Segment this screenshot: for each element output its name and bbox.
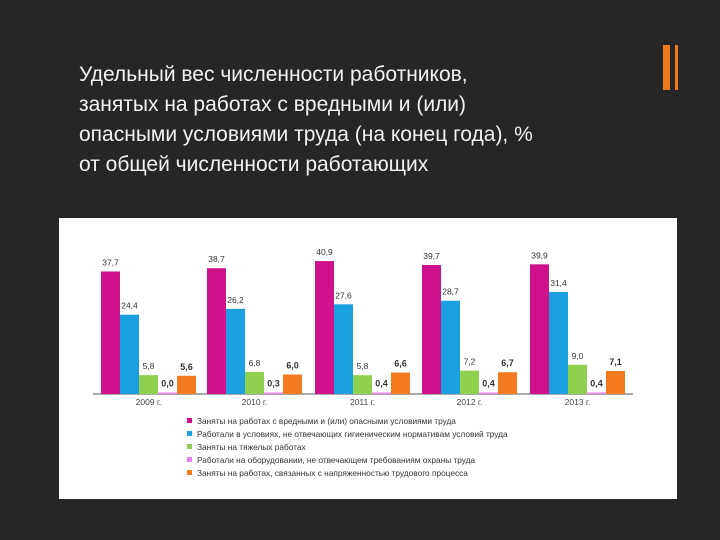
data-label-s2-3: 28,7 bbox=[442, 287, 459, 297]
category-label-2: 2011 г. bbox=[350, 397, 375, 407]
legend-label-4: Работали на оборудовании, не отвечающем … bbox=[197, 455, 476, 465]
bar-s2-2 bbox=[334, 304, 353, 394]
data-label-s5-0: 5,6 bbox=[180, 362, 193, 372]
legend-swatch-1 bbox=[187, 418, 192, 423]
bar-s2-3 bbox=[441, 300, 460, 394]
data-label-s1-0: 37,7 bbox=[102, 257, 119, 267]
bar-s5-3 bbox=[498, 372, 517, 394]
data-label-s5-2: 6,6 bbox=[394, 359, 407, 369]
bar-s5-4 bbox=[606, 370, 625, 394]
legend-label-5: Заняты на работах, связанных с напряженн… bbox=[197, 468, 468, 478]
legend-label-2: Работали в условиях, не отвечающих гигие… bbox=[197, 429, 508, 439]
accent-bar-thin bbox=[675, 45, 678, 90]
legend-swatch-5 bbox=[187, 470, 192, 475]
bar-s2-4 bbox=[549, 291, 568, 394]
data-label-s3-3: 7,2 bbox=[464, 357, 476, 367]
bar-s3-0 bbox=[139, 375, 158, 394]
bar-s4-4 bbox=[587, 392, 606, 394]
category-label-1: 2010 г. bbox=[242, 397, 268, 407]
slide-title: Удельный вес численности работников, зан… bbox=[79, 60, 659, 180]
bar-s1-0 bbox=[101, 271, 120, 394]
category-label-3: 2012 г. bbox=[457, 397, 483, 407]
legend-swatch-2 bbox=[187, 431, 192, 436]
data-label-s1-2: 40,9 bbox=[316, 247, 333, 257]
data-label-s1-1: 38,7 bbox=[208, 254, 225, 264]
data-label-s3-0: 5,8 bbox=[143, 361, 155, 371]
data-label-s4-2: 0,4 bbox=[375, 379, 388, 389]
data-label-s5-4: 7,1 bbox=[609, 357, 622, 367]
bar-s2-0 bbox=[120, 314, 139, 394]
title-line-1: Удельный вес численности работников, bbox=[79, 63, 468, 86]
data-label-s3-2: 5,8 bbox=[357, 361, 369, 371]
bar-s3-1 bbox=[245, 371, 264, 394]
data-label-s2-2: 27,6 bbox=[335, 290, 352, 300]
data-label-s2-1: 26,2 bbox=[227, 295, 244, 305]
bar-s5-0 bbox=[177, 375, 196, 394]
bar-s2-1 bbox=[226, 308, 245, 394]
data-label-s5-3: 6,7 bbox=[501, 358, 514, 368]
data-label-s4-4: 0,4 bbox=[590, 379, 603, 389]
title-line-2: занятых на работах с вредными и (или) bbox=[79, 93, 467, 116]
data-label-s3-4: 9,0 bbox=[572, 351, 584, 361]
data-label-s1-3: 39,7 bbox=[423, 251, 440, 261]
legend-label-1: Заняты на работах с вредными и (или) опа… bbox=[197, 416, 456, 426]
legend-label-3: Заняты на тяжелых работах bbox=[197, 442, 306, 452]
data-label-s4-3: 0,4 bbox=[482, 379, 495, 389]
data-label-s4-1: 0,3 bbox=[267, 379, 280, 389]
legend-swatch-4 bbox=[187, 457, 192, 462]
bar-s4-2 bbox=[372, 392, 391, 394]
data-label-s1-4: 39,9 bbox=[531, 250, 548, 260]
bar-s1-4 bbox=[530, 264, 549, 394]
category-label-0: 2009 г. bbox=[136, 397, 162, 407]
bar-s1-3 bbox=[422, 264, 441, 394]
bar-s4-1 bbox=[264, 392, 283, 394]
data-label-s4-0: 0,0 bbox=[161, 379, 174, 389]
bar-chart: 37,7 38,7 40,9 39,7 39,9 24,4 26,2 27,6 28,7 31,4… bbox=[93, 247, 633, 478]
bar-s5-1 bbox=[283, 374, 302, 394]
legend-swatch-3 bbox=[187, 444, 192, 449]
bar-s4-0 bbox=[158, 392, 177, 394]
chart-panel: 37,7 38,7 40,9 39,7 39,9 24,4 26,2 27,6 28,7 31,4… bbox=[59, 218, 677, 499]
title-line-3: опасными условиями труда (на конец года)… bbox=[79, 123, 533, 146]
bar-s4-3 bbox=[479, 392, 498, 394]
category-label-4: 2013 г. bbox=[565, 397, 591, 407]
data-label-s2-0: 24,4 bbox=[121, 301, 138, 311]
data-label-s2-4: 31,4 bbox=[550, 278, 567, 288]
bar-s1-2 bbox=[315, 261, 334, 394]
data-label-s3-1: 6,8 bbox=[249, 358, 261, 368]
bar-s1-1 bbox=[207, 268, 226, 394]
data-label-s5-1: 6,0 bbox=[286, 361, 299, 371]
title-line-4: от общей численности работающих bbox=[79, 153, 429, 176]
bar-s3-3 bbox=[460, 370, 479, 394]
bar-s3-4 bbox=[568, 364, 587, 394]
bar-s5-2 bbox=[391, 372, 410, 394]
bar-s3-2 bbox=[353, 375, 372, 394]
accent-bar-thick bbox=[663, 45, 670, 90]
